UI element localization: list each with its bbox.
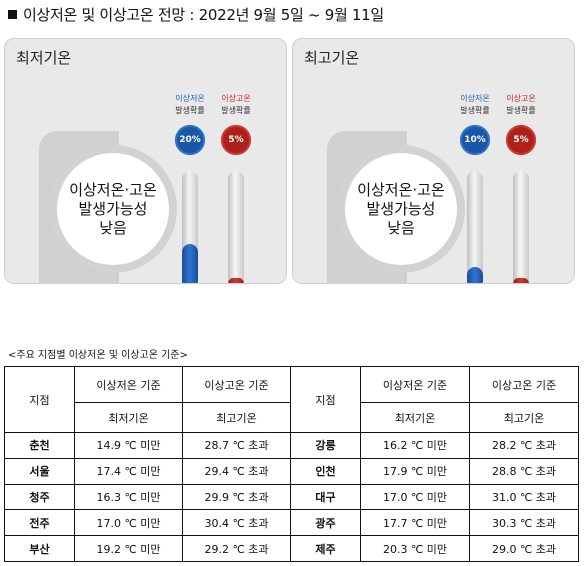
low-criteria-header: 이상저온 기준 <box>360 366 470 403</box>
station-header: 지점 <box>290 366 361 433</box>
low-prob-badge: 10% <box>460 125 490 155</box>
label-bottom: 발생확률 <box>506 106 536 115</box>
panel-max-temp: 최고기온 이상저온·고온 발생가능성 낮음 이상저온 발생확률 이상고온 발생확… <box>292 38 575 284</box>
high-prob-badge: 5% <box>221 125 251 155</box>
station-name: 대구 <box>290 483 361 511</box>
station-header: 지점 <box>4 366 75 433</box>
station-name: 춘천 <box>4 432 75 459</box>
summary-line: 낮음 <box>99 218 127 237</box>
thermometer-fill <box>182 244 198 283</box>
station-name: 인천 <box>290 457 361 485</box>
high-threshold: 28.7 ℃ 초과 <box>182 432 291 459</box>
table-row: 서울 17.4 ℃ 미만 29.4 ℃ 초과 인천 17.9 ℃ 미만 28.8… <box>4 457 579 485</box>
station-name: 제주 <box>290 535 361 562</box>
low-threshold: 17.0 ℃ 미만 <box>360 483 470 511</box>
summary-line: 낮음 <box>387 218 415 237</box>
high-prob-badge: 5% <box>506 125 536 155</box>
high-threshold: 30.3 ℃ 초과 <box>469 509 579 537</box>
high-prob-label: 이상고온 발생확률 <box>491 93 551 117</box>
summary-line: 발생가능성 <box>78 199 148 218</box>
label-top: 이상고온 <box>506 94 536 103</box>
low-threshold: 17.4 ℃ 미만 <box>74 457 183 485</box>
label-top: 이상저온 <box>175 94 205 103</box>
label-bottom: 발생확률 <box>460 106 490 115</box>
low-threshold: 17.0 ℃ 미만 <box>74 509 183 537</box>
label-top: 이상고온 <box>221 94 251 103</box>
table-row: 부산 19.2 ℃ 미만 29.2 ℃ 초과 제주 20.3 ℃ 미만 29.0… <box>4 535 579 562</box>
low-criteria-header: 이상저온 기준 <box>74 366 183 403</box>
min-temp-subheader: 최저기온 <box>360 402 470 433</box>
label-bottom: 발생확률 <box>175 106 205 115</box>
high-threshold: 29.4 ℃ 초과 <box>182 457 291 485</box>
panel-title: 최저기온 <box>16 49 72 67</box>
station-name: 전주 <box>4 509 75 537</box>
low-threshold: 16.3 ℃ 미만 <box>74 483 183 511</box>
low-prob-label: 이상저온 발생확률 <box>445 93 505 117</box>
high-threshold: 29.9 ℃ 초과 <box>182 483 291 511</box>
summary-line: 이상저온·고온 <box>357 180 445 199</box>
label-bottom: 발생확률 <box>221 106 251 115</box>
summary-line: 이상저온·고온 <box>69 180 157 199</box>
station-name: 서울 <box>4 457 75 485</box>
high-prob-thermometer <box>513 171 529 283</box>
low-prob-thermometer <box>182 171 198 283</box>
table-row: 전주 17.0 ℃ 미만 30.4 ℃ 초과 광주 17.7 ℃ 미만 30.3… <box>4 509 579 537</box>
station-criteria-table: 지점 이상저온 기준 이상고온 기준 지점 이상저온 기준 이상고온 기준 최저… <box>4 366 579 562</box>
panel-min-temp: 최저기온 이상저온·고온 발생가능성 낮음 이상저온 발생확률 이상고온 발생확… <box>4 38 287 284</box>
table-caption: <주요 지점별 이상저온 및 이상고온 기준> <box>8 350 188 361</box>
label-top: 이상저온 <box>460 94 490 103</box>
max-temp-subheader: 최고기온 <box>182 402 291 433</box>
high-threshold: 30.4 ℃ 초과 <box>182 509 291 537</box>
station-name: 강릉 <box>290 432 361 459</box>
summary-text: 이상저온·고온 발생가능성 낮음 <box>57 153 169 265</box>
low-threshold: 14.9 ℃ 미만 <box>74 432 183 459</box>
low-threshold: 20.3 ℃ 미만 <box>360 535 470 562</box>
summary-circle: 이상저온·고온 발생가능성 낮음 <box>49 145 177 273</box>
high-threshold: 29.2 ℃ 초과 <box>182 535 291 562</box>
max-temp-subheader: 최고기온 <box>469 402 579 433</box>
low-threshold: 17.9 ℃ 미만 <box>360 457 470 485</box>
square-bullet-icon <box>8 10 17 19</box>
high-criteria-header: 이상고온 기준 <box>469 366 579 403</box>
table-row: 청주 16.3 ℃ 미만 29.9 ℃ 초과 대구 17.0 ℃ 미만 31.0… <box>4 483 579 511</box>
summary-line: 발생가능성 <box>366 199 436 218</box>
page-title-text: 이상저온 및 이상고온 전망 : 2022년 9월 5일 ~ 9월 11일 <box>23 6 384 24</box>
summary-circle: 이상저온·고온 발생가능성 낮음 <box>337 145 465 273</box>
high-prob-label: 이상고온 발생확률 <box>206 93 266 117</box>
high-threshold: 29.0 ℃ 초과 <box>469 535 579 562</box>
low-threshold: 19.2 ℃ 미만 <box>74 535 183 562</box>
station-name: 부산 <box>4 535 75 562</box>
station-name: 광주 <box>290 509 361 537</box>
panel-title: 최고기온 <box>304 49 360 67</box>
min-temp-subheader: 최저기온 <box>74 402 183 433</box>
high-threshold: 28.8 ℃ 초과 <box>469 457 579 485</box>
low-prob-thermometer <box>467 171 483 283</box>
high-criteria-header: 이상고온 기준 <box>182 366 291 403</box>
summary-text: 이상저온·고온 발생가능성 낮음 <box>345 153 457 265</box>
thermometer-fill <box>228 278 244 283</box>
page-title: 이상저온 및 이상고온 전망 : 2022년 9월 5일 ~ 9월 11일 <box>8 4 384 25</box>
low-threshold: 17.7 ℃ 미만 <box>360 509 470 537</box>
thermometer-fill <box>513 278 529 283</box>
high-threshold: 31.0 ℃ 초과 <box>469 483 579 511</box>
low-prob-badge: 20% <box>175 125 205 155</box>
table-row: 춘천 14.9 ℃ 미만 28.7 ℃ 초과 강릉 16.2 ℃ 미만 28.2… <box>4 432 579 459</box>
high-threshold: 28.2 ℃ 초과 <box>469 432 579 459</box>
low-prob-label: 이상저온 발생확률 <box>160 93 220 117</box>
high-prob-thermometer <box>228 171 244 283</box>
station-name: 청주 <box>4 483 75 511</box>
low-threshold: 16.2 ℃ 미만 <box>360 432 470 459</box>
thermometer-fill <box>467 267 483 283</box>
